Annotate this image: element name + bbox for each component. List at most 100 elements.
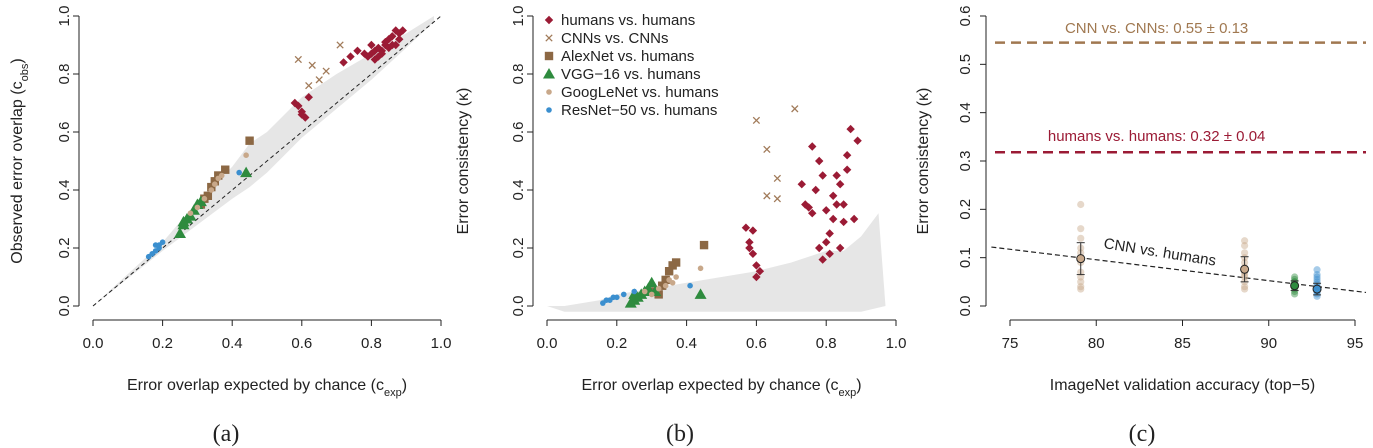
data-point bbox=[395, 29, 404, 38]
chance-band bbox=[547, 213, 886, 312]
data-point bbox=[360, 49, 369, 58]
y-tick-label: 0.0 bbox=[510, 296, 527, 317]
data-point bbox=[374, 43, 383, 53]
legend-label: humans vs. humans bbox=[561, 12, 695, 29]
series-cnns bbox=[294, 41, 344, 90]
legend-item: ResNet−50 vs. humans bbox=[546, 102, 717, 119]
data-point bbox=[1313, 275, 1321, 284]
data-point bbox=[1241, 249, 1249, 257]
data-point bbox=[304, 93, 313, 102]
data-point bbox=[1291, 290, 1299, 298]
legend-marker bbox=[544, 51, 554, 61]
data-point bbox=[773, 174, 781, 183]
legend-label: ResNet−50 vs. humans bbox=[561, 102, 717, 119]
data-point bbox=[818, 255, 827, 264]
series-googlenet bbox=[641, 265, 704, 298]
x-tick-label: 80 bbox=[1088, 335, 1105, 352]
legend-marker bbox=[546, 107, 552, 113]
data-point bbox=[1313, 270, 1321, 279]
data-point bbox=[661, 275, 670, 285]
x-tick-label: 0.4 bbox=[676, 335, 697, 352]
data-point bbox=[207, 182, 216, 192]
data-point bbox=[797, 180, 806, 189]
data-point bbox=[1313, 266, 1321, 274]
data-point bbox=[808, 142, 817, 151]
x-tick-label: 85 bbox=[1174, 335, 1191, 352]
data-point bbox=[395, 35, 404, 44]
data-point bbox=[187, 210, 194, 216]
trend-line bbox=[991, 246, 1367, 294]
data-point bbox=[662, 282, 669, 289]
y-tick-label: 0.3 bbox=[957, 151, 974, 172]
data-point bbox=[648, 291, 655, 298]
data-point bbox=[240, 166, 253, 178]
data-point bbox=[748, 249, 758, 258]
data-point bbox=[791, 105, 799, 113]
legend-label: AlexNet vs. humans bbox=[561, 48, 694, 65]
data-point bbox=[763, 192, 771, 200]
data-point bbox=[339, 58, 348, 67]
model-group bbox=[1240, 237, 1250, 293]
data-point bbox=[669, 280, 676, 286]
data-point bbox=[808, 209, 817, 218]
data-point bbox=[194, 204, 201, 211]
data-point bbox=[367, 40, 376, 50]
legend-item: GoogLeNet vs. humans bbox=[546, 84, 719, 101]
x-axis-label: Error overlap expected by chance (cexp) bbox=[127, 377, 407, 399]
data-point bbox=[849, 214, 859, 224]
data-point bbox=[336, 41, 344, 49]
y-axis-label-subscript: obs bbox=[19, 63, 31, 81]
data-point bbox=[699, 240, 709, 250]
y-tick-label: 0.6 bbox=[957, 6, 974, 27]
data-point bbox=[174, 227, 186, 238]
data-point bbox=[346, 52, 355, 61]
y-axis-label-text: Error consistency (κ) bbox=[455, 88, 472, 235]
x-tick-label: 0.8 bbox=[816, 335, 837, 352]
data-point bbox=[1077, 278, 1085, 286]
y-tick-label: 0.4 bbox=[510, 180, 527, 201]
data-point bbox=[388, 32, 397, 41]
data-point bbox=[846, 124, 855, 134]
data-point bbox=[377, 49, 387, 58]
data-point bbox=[177, 215, 190, 227]
data-point bbox=[384, 43, 393, 53]
data-point bbox=[822, 238, 831, 247]
y-tick-label: 0.0 bbox=[56, 296, 73, 317]
data-point bbox=[322, 67, 330, 75]
data-point bbox=[745, 238, 754, 247]
data-point bbox=[645, 276, 658, 288]
x-tick-label: 0.2 bbox=[606, 335, 627, 352]
x-tick-label: 0.4 bbox=[222, 335, 243, 352]
series-cnns bbox=[752, 105, 799, 203]
data-point bbox=[1241, 283, 1249, 291]
data-point bbox=[752, 116, 761, 125]
panel-c-accuracy-vs-consistency-chart: CNN vs. CNNs: 0.55 ± 0.13 humans vs. huma… bbox=[915, 6, 1367, 447]
data-point bbox=[370, 55, 380, 64]
data-point bbox=[748, 226, 758, 235]
data-point bbox=[697, 265, 704, 272]
x-tick-label: 90 bbox=[1260, 335, 1277, 352]
y-tick-label: 1.0 bbox=[510, 6, 527, 27]
y-axis-label: Error consistency (κ) bbox=[915, 88, 932, 235]
data-point bbox=[745, 243, 754, 253]
data-point bbox=[839, 200, 848, 209]
data-point bbox=[1077, 200, 1085, 209]
data-point bbox=[212, 181, 218, 187]
data-point bbox=[804, 203, 813, 212]
data-point bbox=[828, 191, 838, 200]
data-point bbox=[614, 294, 620, 301]
data-point bbox=[687, 282, 693, 289]
data-point bbox=[624, 297, 637, 308]
x-tick-label: 0.6 bbox=[291, 335, 312, 352]
legend-item: VGG−16 vs. humans bbox=[543, 66, 701, 83]
model-group bbox=[1290, 273, 1300, 298]
data-point bbox=[159, 239, 166, 245]
data-point bbox=[210, 177, 219, 186]
data-point bbox=[828, 214, 838, 224]
series-humans bbox=[290, 26, 407, 122]
data-point bbox=[673, 274, 679, 280]
data-point bbox=[641, 288, 648, 295]
mean-point bbox=[1312, 284, 1322, 294]
